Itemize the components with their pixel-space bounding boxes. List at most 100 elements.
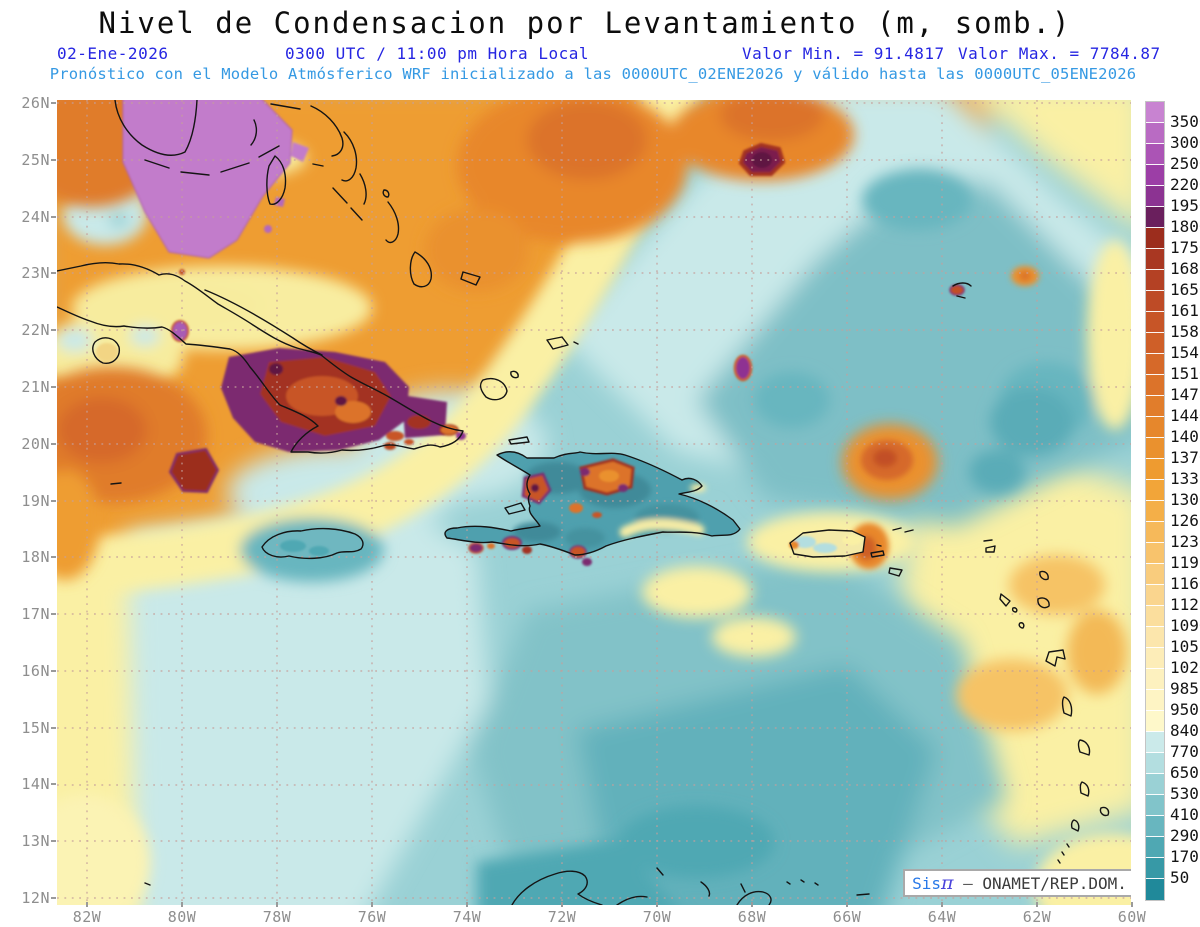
lat-label-25N: 25N [21,150,50,169]
colorbar-label-840: 840 [1170,721,1199,740]
lat-label-13N: 13N [21,832,50,851]
colorbar-segment-5 [1146,207,1164,228]
lat-label-22N: 22N [21,321,50,340]
colorbar-label-1545: 1545 [1170,343,1200,362]
lon-label-68W: 68W [737,908,767,926]
lat-label-16N: 16N [21,661,50,680]
colorbar-label-2500: 2500 [1170,154,1200,173]
colorbar-label-1300: 1300 [1170,490,1200,509]
lon-tick-74W [466,902,468,907]
value-max: Valor Max. = 7784.87 [958,44,1161,63]
colorbar-segment-24 [1146,606,1164,627]
colorbar-segment-25 [1146,627,1164,648]
lon-label-82W: 82W [72,908,102,926]
colorbar-label-1055: 1055 [1170,637,1200,656]
colorbar-label-1440: 1440 [1170,406,1200,425]
colorbar-label-1370: 1370 [1170,448,1200,467]
lon-tick-62W [1036,902,1038,907]
pi-logo-icon: π [941,872,954,894]
colorbar-segment-15 [1146,417,1164,438]
colorbar-segment-12 [1146,354,1164,375]
map-area: Sis π – ONAMET/REP.DOM. [57,100,1131,905]
colorbar-label-1650: 1650 [1170,280,1200,299]
lon-label-66W: 66W [832,908,862,926]
model-init-line: Pronóstico con el Modelo Atmósferico WRF… [49,65,1137,83]
lat-label-20N: 20N [21,434,50,453]
lon-label-64W: 64W [927,908,957,926]
value-min: Valor Min. = 91.4817 [742,44,945,63]
attribution-organization: ONAMET/REP.DOM. [982,873,1127,893]
colorbar-segment-27 [1146,669,1164,690]
colorbar-label-1405: 1405 [1170,427,1200,446]
lon-label-72W: 72W [547,908,577,926]
colorbar-segment-13 [1146,375,1164,396]
colorbar-label-1615: 1615 [1170,301,1200,320]
colorbar-label-530: 530 [1170,784,1199,803]
colorbar-label-2200: 2200 [1170,175,1200,194]
colorbar-segment-30 [1146,732,1164,753]
colorbar-label-1580: 1580 [1170,322,1200,341]
colorbar-segment-4 [1146,186,1164,207]
lat-tick-25N [51,158,56,161]
attribution-sis: Sis [912,873,941,893]
lat-label-26N: 26N [21,94,50,112]
colorbar [1145,101,1165,901]
lat-tick-18N [51,556,56,559]
colorbar-label-1160: 1160 [1170,574,1200,593]
colorbar-label-1335: 1335 [1170,469,1200,488]
colorbar-label-290: 290 [1170,826,1199,845]
colorbar-label-1125: 1125 [1170,595,1200,614]
lat-label-24N: 24N [21,207,50,226]
colorbar-label-3000: 3000 [1170,133,1200,152]
colorbar-label-3500: 3500 [1170,112,1200,131]
colorbar-segment-7 [1146,249,1164,270]
lon-label-76W: 76W [357,908,387,926]
colorbar-segment-31 [1146,753,1164,774]
colorbar-label-950: 950 [1170,700,1199,719]
lon-tick-76W [371,902,373,907]
colorbar-segment-1 [1146,123,1164,144]
lon-tick-60W [1131,902,1133,907]
lon-tick-66W [846,902,848,907]
lat-tick-20N [51,442,56,445]
colorbar-segment-36 [1146,858,1164,879]
colorbar-label-410: 410 [1170,805,1199,824]
forecast-time: 0300 UTC / 11:00 pm Hora Local [285,44,589,63]
colorbar-label-1265: 1265 [1170,511,1200,530]
colorbar-segment-17 [1146,459,1164,480]
colorbar-label-1510: 1510 [1170,364,1200,383]
colorbar-segment-11 [1146,333,1164,354]
colorbar-label-170: 170 [1170,847,1199,866]
attribution-separator: – [953,873,983,893]
colorbar-label-1475: 1475 [1170,385,1200,404]
lat-tick-17N [51,613,56,616]
lat-tick-23N [51,272,56,275]
forecast-date: 02-Ene-2026 [57,44,169,63]
lat-tick-16N [51,669,56,672]
lat-tick-12N [51,897,56,899]
colorbar-segment-3 [1146,165,1164,186]
map-title: Nivel de Condensacion por Levantamiento … [98,6,1072,40]
attribution-badge: Sis π – ONAMET/REP.DOM. [903,869,1131,897]
lat-label-23N: 23N [21,264,50,283]
colorbar-segment-33 [1146,795,1164,816]
lat-label-15N: 15N [21,718,50,737]
colorbar-label-1020: 1020 [1170,658,1200,677]
colorbar-segment-32 [1146,774,1164,795]
lat-label-17N: 17N [21,605,50,624]
lon-tick-78W [276,902,278,907]
colorbar-segment-2 [1146,144,1164,165]
lon-tick-80W [181,902,183,907]
lon-label-74W: 74W [452,908,482,926]
colorbar-label-1950: 1950 [1170,196,1200,215]
lat-tick-21N [51,385,56,388]
colorbar-segment-16 [1146,438,1164,459]
colorbar-segment-29 [1146,711,1164,732]
colorbar-label-1090: 1090 [1170,616,1200,635]
colorbar-segment-18 [1146,480,1164,501]
colorbar-label-1800: 1800 [1170,217,1200,236]
colorbar-segment-10 [1146,312,1164,333]
lat-label-18N: 18N [21,548,50,567]
colorbar-segment-37 [1146,879,1164,900]
